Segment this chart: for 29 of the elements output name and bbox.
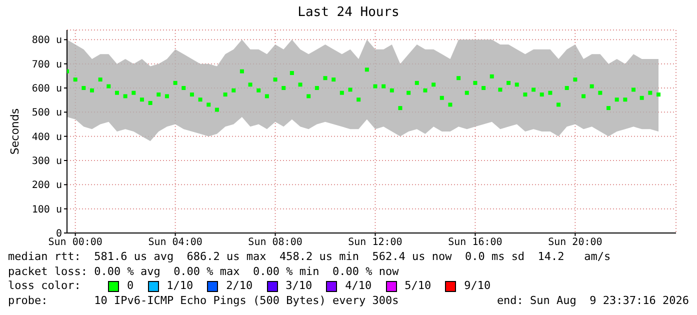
text: loss color: [8,279,82,294]
y-tick-label: 100 u [32,204,62,216]
y-tick-label: 200 u [32,180,62,192]
y-tick-label: 300 u [32,156,62,168]
x-tick-label: Sun 08:00 [248,237,302,248]
text: 2/10 [226,279,253,294]
x-tick-label: Sun 16:00 [448,237,502,248]
y-tick-label: 400 u [32,132,62,143]
y-tick-label: 800 u [32,35,62,46]
text: packet loss: 0.00 % avg 0.00 % max 0.00 % min 0.00 % now [8,264,400,279]
y-axis-title: Seconds [8,107,22,157]
text: median rtt: 581.6 us avg 686.2 us max 458.2 us min 562.4 us now 0.0 ms sd 14.2 am/s [8,250,612,264]
y-tick-label: 700 u [32,59,62,70]
x-tick-label: Sun 04:00 [148,237,202,248]
text: end: Sun Aug 9 23:37:16 2026 [496,294,689,308]
text: 5/10 [404,279,432,294]
chart-title: Last 24 Hours [296,5,400,20]
y-tick-label: 500 u [32,108,62,119]
text: 0 [127,279,134,294]
text: 1/10 [166,279,194,294]
x-tick-label: Sun 00:00 [48,237,102,248]
text: probe: 10 IPv6-ICMP Echo Pings (500 Bytes) every 300s [8,294,399,308]
y-tick-label: 0 [56,228,62,240]
x-tick-label: Sun 12:00 [348,237,402,248]
text: 9/10 [464,279,491,294]
text: 3/10 [286,279,312,294]
x-tick-label: Sun 20:00 [548,237,602,248]
y-tick-label: 600 u [32,84,62,95]
text: 4/10 [345,279,372,294]
